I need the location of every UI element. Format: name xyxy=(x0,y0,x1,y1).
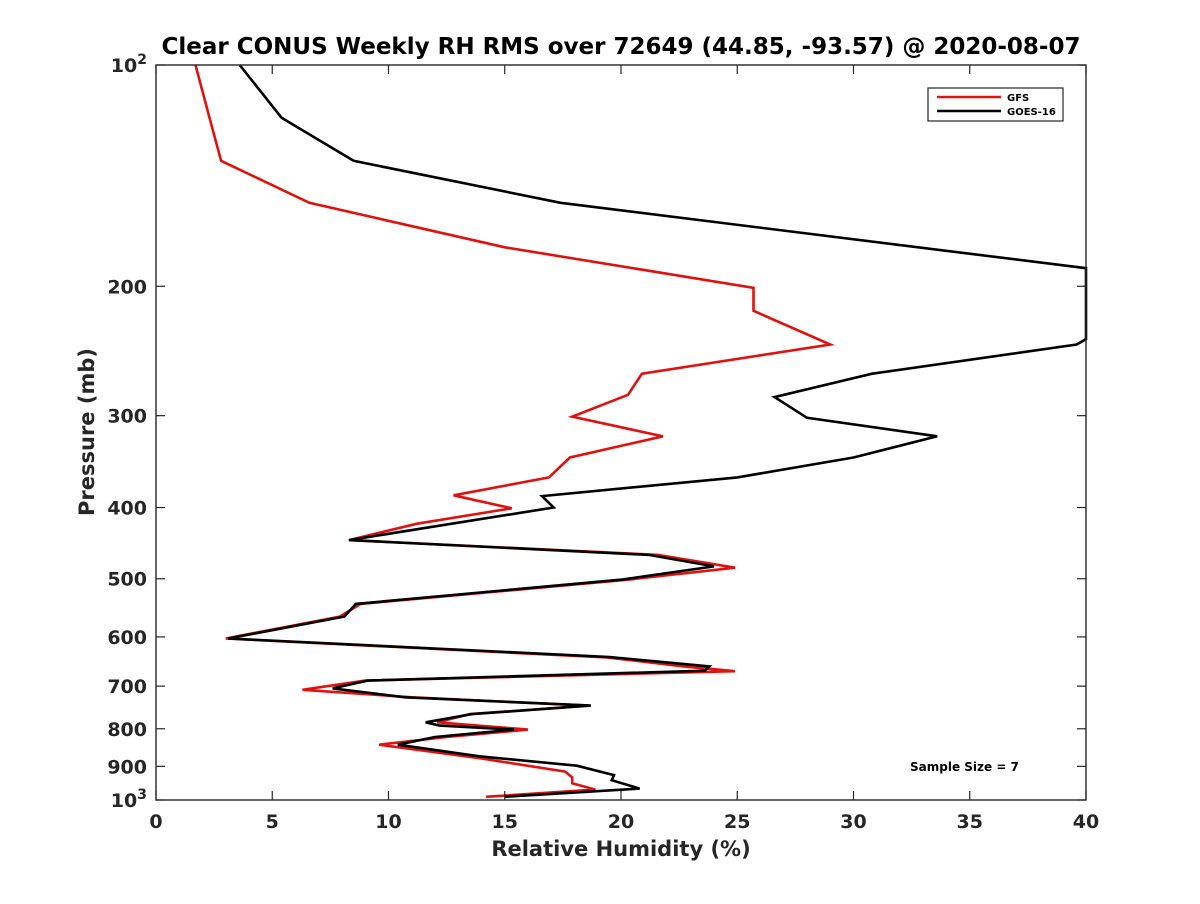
legend-label-goes-16: GOES-16 xyxy=(1007,107,1056,118)
x-tick-label: 0 xyxy=(149,811,162,833)
series-layer xyxy=(194,64,1088,799)
sample-size-annotation: Sample Size = 7 xyxy=(910,760,1019,774)
y-tick-label: 103 xyxy=(111,787,147,812)
x-tick-label: 10 xyxy=(375,811,401,833)
y-tick-label: 900 xyxy=(107,756,147,778)
legend-box xyxy=(927,87,1064,122)
y-tick-label: 400 xyxy=(107,498,147,520)
x-axis-label: Relative Humidity (%) xyxy=(491,837,750,861)
legend: GFS GOES-16 xyxy=(927,87,1064,122)
y-tick-label: 102 xyxy=(111,52,147,77)
x-tick-label: 40 xyxy=(1073,811,1099,833)
y-tick-label: 500 xyxy=(107,569,147,591)
x-tick-label: 20 xyxy=(608,811,634,833)
y-tick-label: 200 xyxy=(107,276,147,298)
x-tick-label: 15 xyxy=(492,811,518,833)
legend-label-gfs: GFS xyxy=(1007,93,1029,104)
x-tick-label: 35 xyxy=(957,811,983,833)
x-tick-label: 25 xyxy=(724,811,750,833)
x-tick-label: 5 xyxy=(266,811,279,833)
y-axis-label: Pressure (mb) xyxy=(75,348,99,516)
y-tick-label: 700 xyxy=(107,676,147,698)
x-tick-label: 30 xyxy=(840,811,866,833)
series-line-goes-16 xyxy=(227,64,1088,799)
y-tick-label: 600 xyxy=(107,627,147,649)
ticks-layer: 0 5 10 15 20 25 30 35 40 102 200 300 400 500 600 700 800… xyxy=(107,52,1099,833)
y-tick-label: 300 xyxy=(107,406,147,428)
chart-title: Clear CONUS Weekly RH RMS over 72649 (44… xyxy=(162,34,1081,60)
y-tick-label: 800 xyxy=(107,719,147,741)
